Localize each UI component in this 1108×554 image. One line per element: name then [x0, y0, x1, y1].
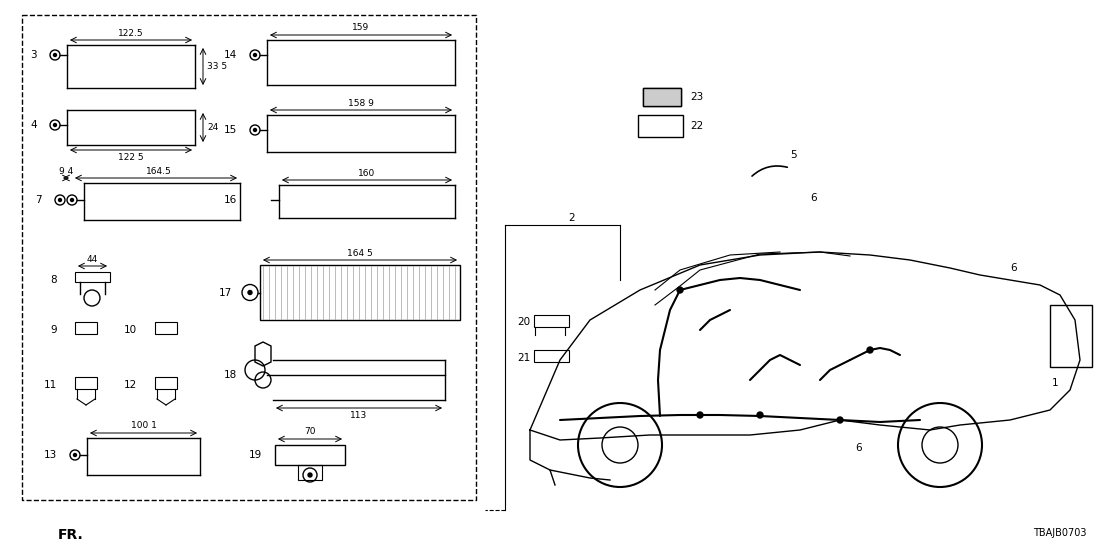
Text: 20: 20 — [516, 317, 530, 327]
Text: 164.5: 164.5 — [146, 167, 172, 176]
Circle shape — [59, 198, 62, 202]
Circle shape — [71, 198, 73, 202]
Circle shape — [254, 129, 256, 131]
Text: 6: 6 — [810, 193, 817, 203]
Text: 6: 6 — [855, 443, 862, 453]
Circle shape — [837, 417, 843, 423]
Text: 100 1: 100 1 — [131, 422, 156, 430]
Text: 17: 17 — [218, 288, 232, 297]
Text: 9 4: 9 4 — [59, 167, 73, 176]
Text: 4: 4 — [30, 120, 37, 130]
Text: 2: 2 — [568, 213, 575, 223]
Text: 5: 5 — [790, 150, 797, 160]
Text: 122 5: 122 5 — [119, 152, 144, 162]
Text: 122.5: 122.5 — [119, 28, 144, 38]
Text: 1: 1 — [1051, 378, 1058, 388]
Text: 12: 12 — [124, 380, 137, 390]
Circle shape — [248, 290, 252, 295]
Text: TBAJB0703: TBAJB0703 — [1034, 528, 1087, 538]
Text: 23: 23 — [690, 92, 704, 102]
Text: 164 5: 164 5 — [347, 249, 373, 258]
Circle shape — [73, 454, 76, 456]
Text: FR.: FR. — [58, 528, 84, 542]
Bar — [534, 350, 570, 362]
Circle shape — [757, 412, 763, 418]
Bar — [260, 265, 460, 320]
Text: 11: 11 — [43, 380, 57, 390]
Bar — [155, 377, 177, 389]
Text: 8: 8 — [50, 275, 57, 285]
Text: 15: 15 — [224, 125, 237, 135]
Circle shape — [53, 124, 57, 126]
Text: 160: 160 — [358, 168, 376, 177]
Text: 18: 18 — [224, 370, 237, 380]
Text: 14: 14 — [224, 50, 237, 60]
Circle shape — [254, 54, 256, 57]
Text: 13: 13 — [43, 450, 57, 460]
Text: 9: 9 — [50, 325, 57, 335]
Bar — [275, 445, 345, 465]
Circle shape — [308, 473, 312, 477]
Text: 113: 113 — [350, 412, 368, 420]
Text: 33 5: 33 5 — [207, 62, 227, 71]
Bar — [638, 115, 683, 137]
Text: 6: 6 — [1010, 263, 1017, 273]
Bar — [75, 272, 110, 282]
Text: 158 9: 158 9 — [348, 99, 373, 107]
Text: 10: 10 — [124, 325, 137, 335]
Text: 7: 7 — [35, 195, 42, 205]
Bar — [1050, 305, 1092, 367]
Text: 44: 44 — [86, 254, 98, 264]
Circle shape — [53, 54, 57, 57]
Circle shape — [697, 412, 702, 418]
Bar — [298, 465, 322, 480]
Bar — [155, 322, 177, 334]
Bar — [75, 322, 98, 334]
Text: 21: 21 — [516, 353, 530, 363]
Circle shape — [677, 287, 683, 293]
Text: 19: 19 — [249, 450, 261, 460]
Bar — [643, 88, 681, 106]
Text: 3: 3 — [30, 50, 37, 60]
Text: 22: 22 — [690, 121, 704, 131]
Text: 70: 70 — [305, 428, 316, 437]
Bar — [75, 377, 98, 389]
Text: 16: 16 — [224, 195, 237, 205]
Bar — [534, 315, 570, 327]
Circle shape — [866, 347, 873, 353]
Bar — [643, 88, 681, 106]
Text: 159: 159 — [352, 23, 370, 33]
Text: 24: 24 — [207, 123, 218, 132]
